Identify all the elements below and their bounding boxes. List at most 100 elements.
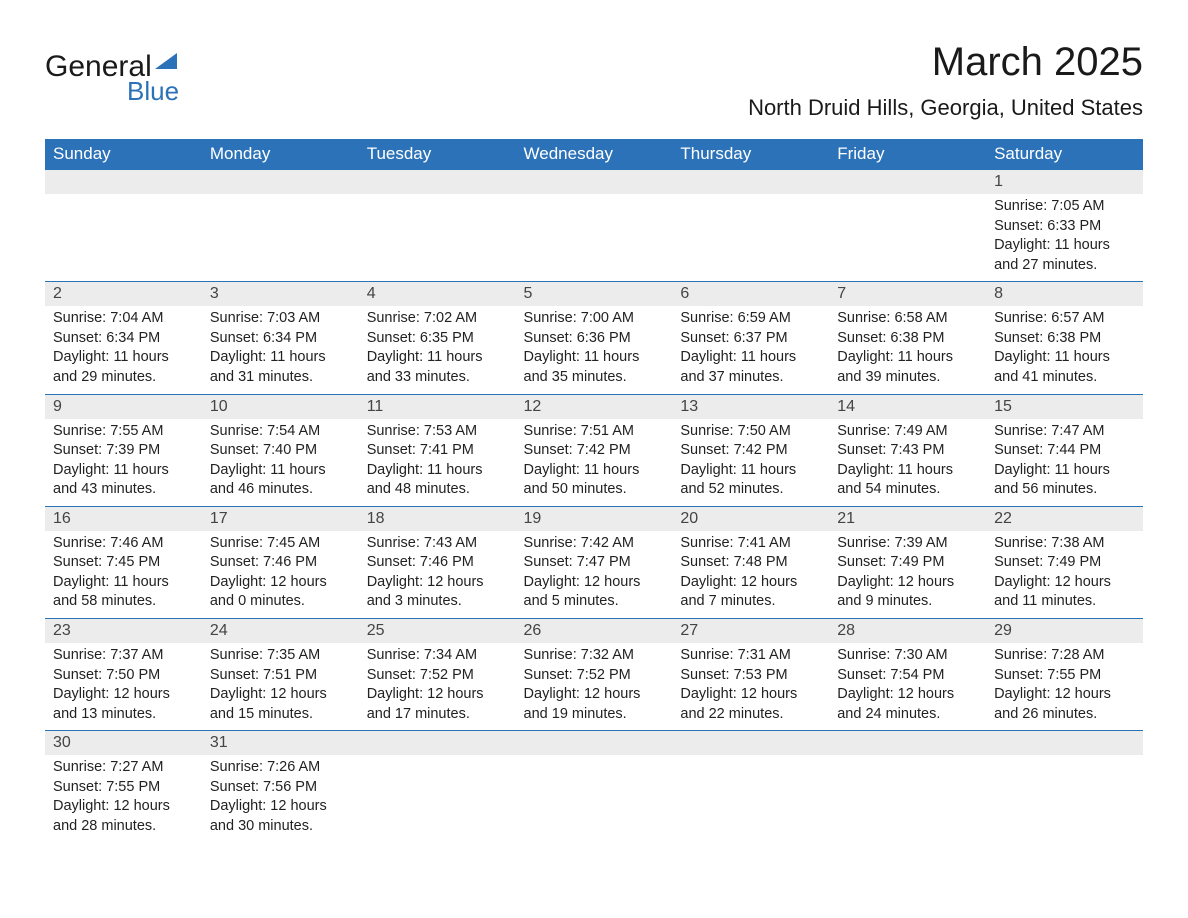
day-number: 5: [516, 282, 673, 306]
day-number: 25: [359, 619, 516, 643]
location-title: North Druid Hills, Georgia, United State…: [748, 95, 1143, 121]
day-info: Sunrise: 7:03 AMSunset: 6:34 PMDaylight:…: [202, 306, 359, 393]
logo: General Blue: [45, 50, 179, 107]
day-info: Sunrise: 7:05 AMSunset: 6:33 PMDaylight:…: [986, 194, 1143, 281]
calendar-day-cell: 17Sunrise: 7:45 AMSunset: 7:46 PMDayligh…: [202, 506, 359, 618]
calendar-day-cell: 9Sunrise: 7:55 AMSunset: 7:39 PMDaylight…: [45, 394, 202, 506]
day-info: Sunrise: 7:43 AMSunset: 7:46 PMDaylight:…: [359, 531, 516, 618]
day-number: 21: [829, 507, 986, 531]
logo-triangle-icon: [155, 53, 177, 69]
day-number: [45, 170, 202, 194]
day-number: 28: [829, 619, 986, 643]
day-number: 12: [516, 395, 673, 419]
day-number: [359, 731, 516, 755]
calendar-day-cell: 25Sunrise: 7:34 AMSunset: 7:52 PMDayligh…: [359, 619, 516, 731]
calendar-week-row: 9Sunrise: 7:55 AMSunset: 7:39 PMDaylight…: [45, 394, 1143, 506]
day-number: 24: [202, 619, 359, 643]
day-number: [202, 170, 359, 194]
calendar-day-cell: 28Sunrise: 7:30 AMSunset: 7:54 PMDayligh…: [829, 619, 986, 731]
calendar-day-cell: [359, 170, 516, 282]
calendar-day-cell: [359, 731, 516, 843]
day-number: 8: [986, 282, 1143, 306]
day-info: Sunrise: 7:49 AMSunset: 7:43 PMDaylight:…: [829, 419, 986, 506]
calendar-day-cell: 18Sunrise: 7:43 AMSunset: 7:46 PMDayligh…: [359, 506, 516, 618]
day-info: Sunrise: 7:54 AMSunset: 7:40 PMDaylight:…: [202, 419, 359, 506]
day-info: [829, 194, 986, 223]
day-info: Sunrise: 7:39 AMSunset: 7:49 PMDaylight:…: [829, 531, 986, 618]
calendar-day-cell: 12Sunrise: 7:51 AMSunset: 7:42 PMDayligh…: [516, 394, 673, 506]
calendar-day-cell: 10Sunrise: 7:54 AMSunset: 7:40 PMDayligh…: [202, 394, 359, 506]
day-number: 4: [359, 282, 516, 306]
day-info: Sunrise: 7:45 AMSunset: 7:46 PMDaylight:…: [202, 531, 359, 618]
day-number: 14: [829, 395, 986, 419]
day-number: 2: [45, 282, 202, 306]
day-info: [672, 194, 829, 223]
calendar-day-cell: 7Sunrise: 6:58 AMSunset: 6:38 PMDaylight…: [829, 282, 986, 394]
day-number: 18: [359, 507, 516, 531]
calendar-day-cell: 23Sunrise: 7:37 AMSunset: 7:50 PMDayligh…: [45, 619, 202, 731]
day-info: Sunrise: 7:31 AMSunset: 7:53 PMDaylight:…: [672, 643, 829, 730]
calendar-day-cell: [986, 731, 1143, 843]
calendar-day-cell: [516, 731, 673, 843]
day-info: Sunrise: 7:32 AMSunset: 7:52 PMDaylight:…: [516, 643, 673, 730]
day-info: [516, 755, 673, 784]
day-info: Sunrise: 6:59 AMSunset: 6:37 PMDaylight:…: [672, 306, 829, 393]
calendar-week-row: 2Sunrise: 7:04 AMSunset: 6:34 PMDaylight…: [45, 282, 1143, 394]
dow-wednesday: Wednesday: [516, 139, 673, 170]
calendar-day-cell: 19Sunrise: 7:42 AMSunset: 7:47 PMDayligh…: [516, 506, 673, 618]
logo-text-blue: Blue: [127, 76, 179, 107]
calendar-day-cell: 15Sunrise: 7:47 AMSunset: 7:44 PMDayligh…: [986, 394, 1143, 506]
day-info: [45, 194, 202, 223]
day-info: Sunrise: 7:27 AMSunset: 7:55 PMDaylight:…: [45, 755, 202, 842]
calendar-day-cell: 4Sunrise: 7:02 AMSunset: 6:35 PMDaylight…: [359, 282, 516, 394]
day-info: [829, 755, 986, 784]
day-number: 10: [202, 395, 359, 419]
day-number: 29: [986, 619, 1143, 643]
dow-thursday: Thursday: [672, 139, 829, 170]
calendar-day-cell: 13Sunrise: 7:50 AMSunset: 7:42 PMDayligh…: [672, 394, 829, 506]
day-number: 17: [202, 507, 359, 531]
day-number: 30: [45, 731, 202, 755]
calendar-day-cell: 6Sunrise: 6:59 AMSunset: 6:37 PMDaylight…: [672, 282, 829, 394]
day-info: Sunrise: 7:26 AMSunset: 7:56 PMDaylight:…: [202, 755, 359, 842]
day-number: 23: [45, 619, 202, 643]
day-number: 27: [672, 619, 829, 643]
day-info: Sunrise: 7:42 AMSunset: 7:47 PMDaylight:…: [516, 531, 673, 618]
calendar-day-cell: [829, 731, 986, 843]
calendar-day-cell: 27Sunrise: 7:31 AMSunset: 7:53 PMDayligh…: [672, 619, 829, 731]
day-info: [359, 194, 516, 223]
day-info: Sunrise: 7:37 AMSunset: 7:50 PMDaylight:…: [45, 643, 202, 730]
calendar-day-cell: 11Sunrise: 7:53 AMSunset: 7:41 PMDayligh…: [359, 394, 516, 506]
calendar-day-cell: 3Sunrise: 7:03 AMSunset: 6:34 PMDaylight…: [202, 282, 359, 394]
day-info: Sunrise: 7:28 AMSunset: 7:55 PMDaylight:…: [986, 643, 1143, 730]
day-number: [829, 731, 986, 755]
calendar-day-cell: [829, 170, 986, 282]
calendar-day-cell: [202, 170, 359, 282]
day-info: Sunrise: 7:00 AMSunset: 6:36 PMDaylight:…: [516, 306, 673, 393]
calendar-day-cell: 16Sunrise: 7:46 AMSunset: 7:45 PMDayligh…: [45, 506, 202, 618]
calendar-day-cell: 22Sunrise: 7:38 AMSunset: 7:49 PMDayligh…: [986, 506, 1143, 618]
calendar-day-cell: 2Sunrise: 7:04 AMSunset: 6:34 PMDaylight…: [45, 282, 202, 394]
day-info: [359, 755, 516, 784]
day-number: 13: [672, 395, 829, 419]
calendar-day-cell: 20Sunrise: 7:41 AMSunset: 7:48 PMDayligh…: [672, 506, 829, 618]
day-info: [672, 755, 829, 784]
calendar-week-row: 30Sunrise: 7:27 AMSunset: 7:55 PMDayligh…: [45, 731, 1143, 843]
day-number: [516, 170, 673, 194]
day-number: [359, 170, 516, 194]
day-number: 7: [829, 282, 986, 306]
month-title: March 2025: [748, 40, 1143, 85]
day-number: 11: [359, 395, 516, 419]
day-info: Sunrise: 7:51 AMSunset: 7:42 PMDaylight:…: [516, 419, 673, 506]
day-info: Sunrise: 7:46 AMSunset: 7:45 PMDaylight:…: [45, 531, 202, 618]
day-number: [986, 731, 1143, 755]
calendar-day-cell: 31Sunrise: 7:26 AMSunset: 7:56 PMDayligh…: [202, 731, 359, 843]
day-number: 16: [45, 507, 202, 531]
calendar-day-cell: [672, 170, 829, 282]
day-info: Sunrise: 7:53 AMSunset: 7:41 PMDaylight:…: [359, 419, 516, 506]
day-number: 15: [986, 395, 1143, 419]
day-number: 19: [516, 507, 673, 531]
calendar-day-cell: [672, 731, 829, 843]
day-info: Sunrise: 7:41 AMSunset: 7:48 PMDaylight:…: [672, 531, 829, 618]
day-number: 31: [202, 731, 359, 755]
